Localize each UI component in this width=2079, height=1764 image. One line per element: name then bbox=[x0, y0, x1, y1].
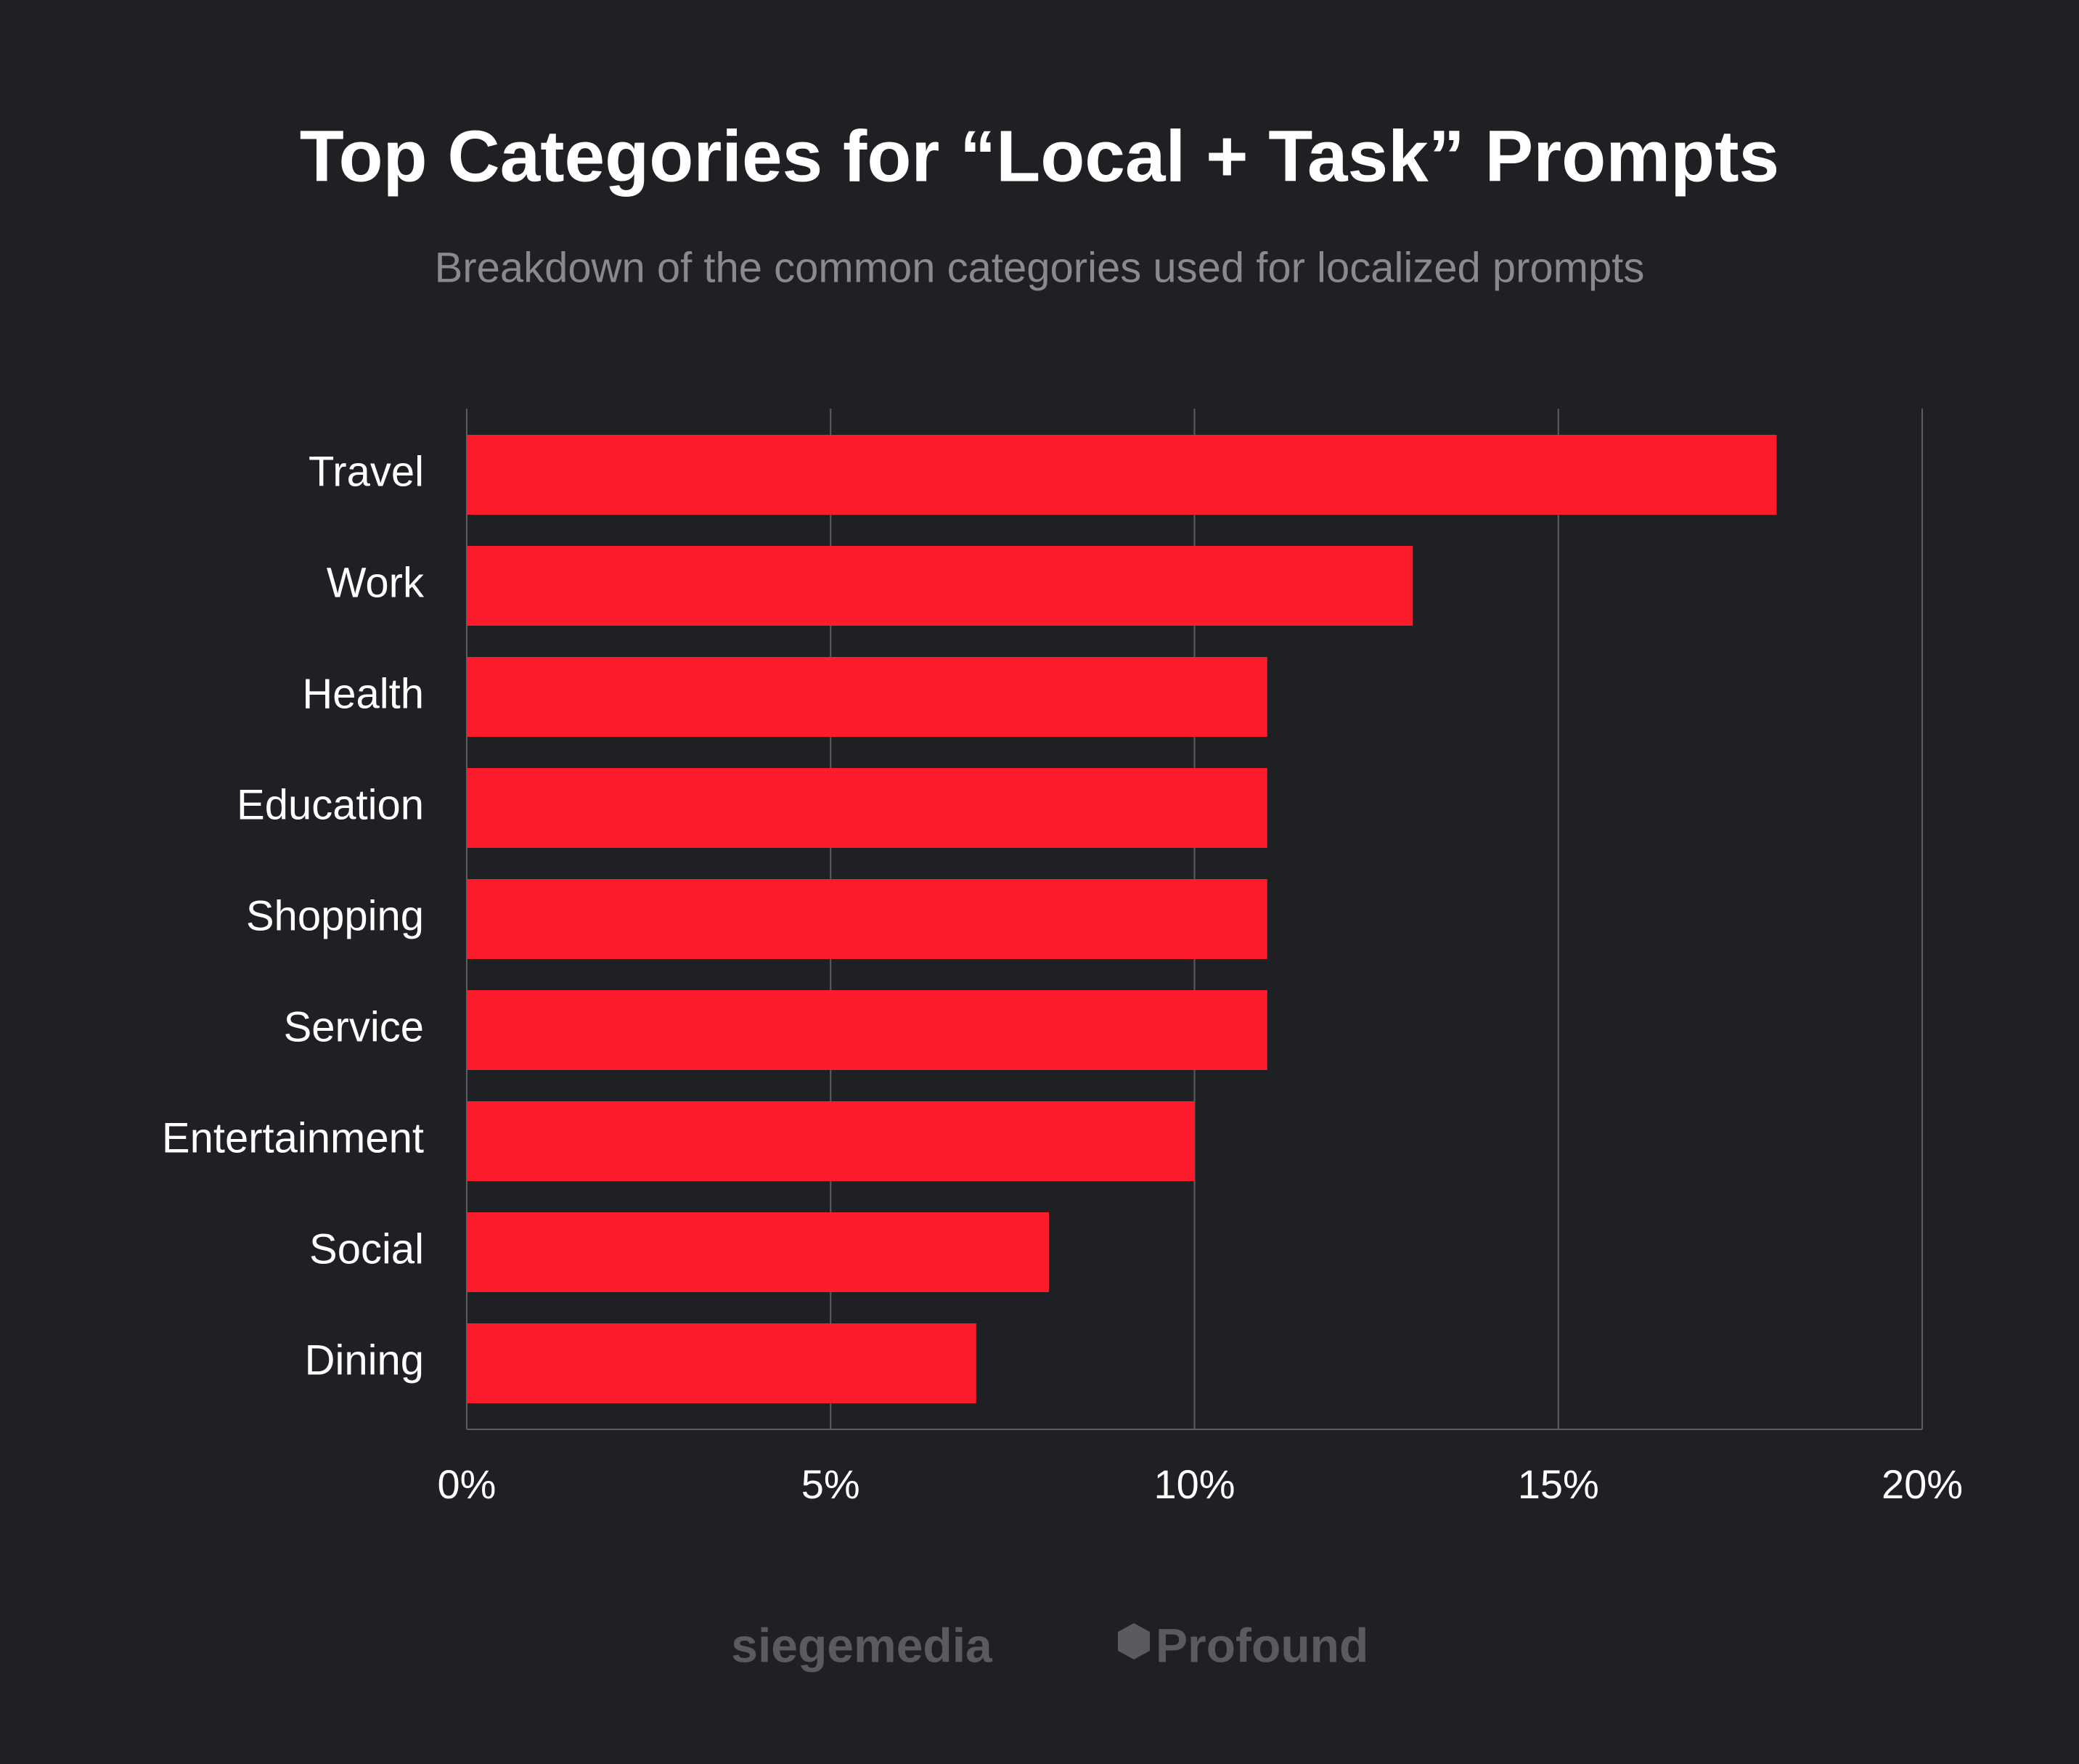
y-tick-label: Health bbox=[302, 670, 424, 717]
bar bbox=[467, 879, 1267, 959]
bar bbox=[467, 435, 1777, 515]
x-tick-label: 0% bbox=[438, 1461, 497, 1507]
bar bbox=[467, 657, 1267, 737]
y-tick-label: Work bbox=[327, 559, 425, 606]
y-tick-label: Shopping bbox=[246, 892, 424, 939]
chart-title: Top Categories for “Local + Task” Prompt… bbox=[300, 115, 1779, 197]
bar bbox=[467, 546, 1413, 626]
profound-icon bbox=[1118, 1623, 1150, 1659]
y-tick-label: Travel bbox=[309, 448, 424, 495]
y-tick-label: Education bbox=[237, 781, 424, 828]
bar bbox=[467, 990, 1267, 1070]
x-tick-label: 15% bbox=[1518, 1461, 1599, 1507]
bar bbox=[467, 768, 1267, 848]
footer-logo: Profound bbox=[1156, 1618, 1368, 1672]
y-tick-label: Social bbox=[309, 1225, 424, 1273]
x-tick-label: 5% bbox=[801, 1461, 860, 1507]
y-tick-label: Dining bbox=[305, 1336, 424, 1384]
chart-subtitle: Breakdown of the common categories used … bbox=[435, 244, 1645, 291]
y-tick-label: Service bbox=[284, 1003, 424, 1050]
bar bbox=[467, 1212, 1049, 1292]
y-tick-label: Entertainment bbox=[162, 1114, 424, 1161]
x-tick-label: 10% bbox=[1153, 1461, 1235, 1507]
bar bbox=[467, 1323, 976, 1403]
x-tick-label: 20% bbox=[1882, 1461, 1963, 1507]
bar bbox=[467, 1101, 1195, 1181]
footer-logo: siegemedia bbox=[731, 1618, 993, 1672]
